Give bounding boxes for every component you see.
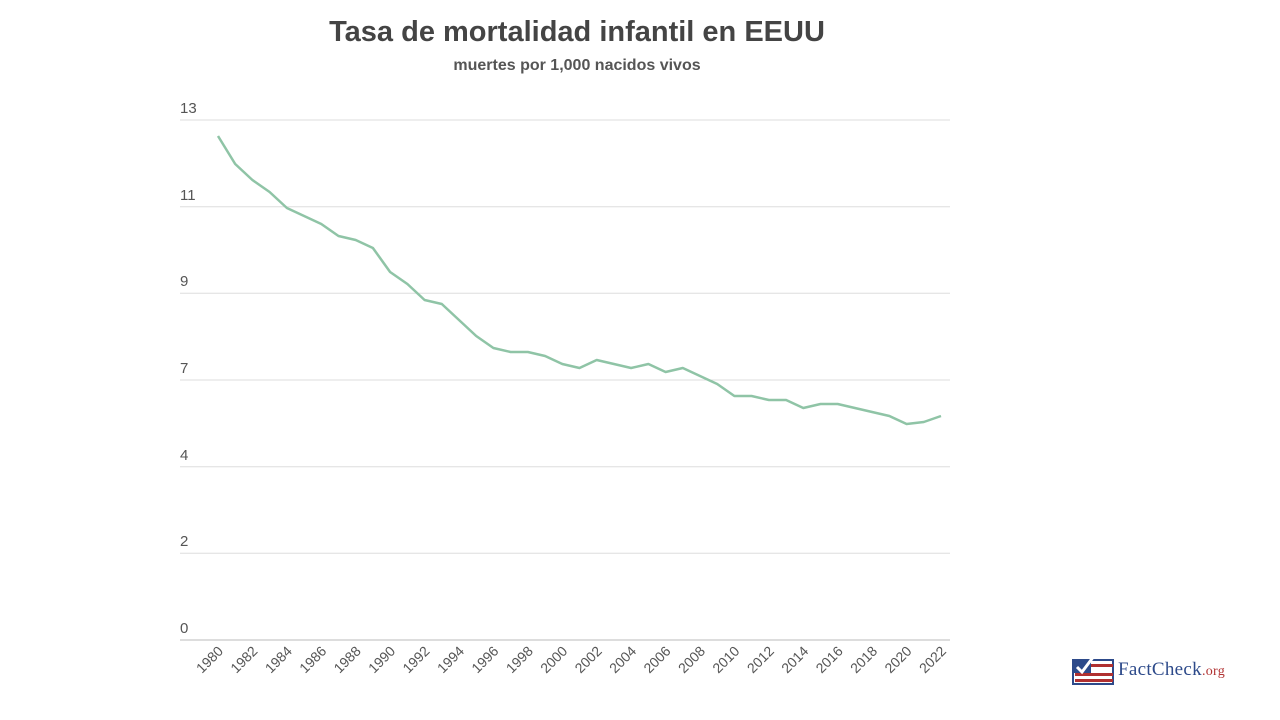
y-tick-label: 11 bbox=[180, 187, 196, 204]
x-tick-label: 2004 bbox=[606, 643, 639, 676]
y-tick-label: 0 bbox=[180, 620, 188, 637]
x-tick-label: 1998 bbox=[503, 643, 536, 676]
chart-title: Tasa de mortalidad infantil en EEUU bbox=[329, 16, 825, 48]
x-tick-label: 2018 bbox=[847, 643, 880, 676]
x-tick-label: 1988 bbox=[330, 643, 363, 676]
chart-subtitle: muertes por 1,000 nacidos vivos bbox=[453, 57, 701, 74]
x-tick-label: 2008 bbox=[675, 643, 708, 676]
x-tick-label: 2012 bbox=[744, 643, 777, 676]
x-tick-label: 1992 bbox=[399, 643, 432, 676]
x-tick-label: 2016 bbox=[812, 643, 845, 676]
x-tick-label: 1996 bbox=[468, 643, 501, 676]
x-tick-label: 2002 bbox=[571, 643, 604, 676]
x-tick-label: 2006 bbox=[640, 643, 673, 676]
x-tick-label: 2020 bbox=[881, 643, 914, 676]
factcheck-logo: FactCheck.org bbox=[1072, 655, 1225, 685]
y-tick-label: 9 bbox=[180, 273, 188, 290]
x-tick-label: 1986 bbox=[296, 643, 329, 676]
y-tick-label: 2 bbox=[180, 533, 188, 550]
y-tick-label: 4 bbox=[180, 447, 188, 464]
x-tick-label: 2010 bbox=[709, 643, 742, 676]
x-tick-label: 2000 bbox=[537, 643, 570, 676]
x-tick-label: 1982 bbox=[227, 643, 260, 676]
data-line bbox=[216, 135, 942, 426]
x-tick-label: 2022 bbox=[916, 643, 949, 676]
y-tick-label: 7 bbox=[180, 360, 188, 377]
x-tick-label: 1994 bbox=[434, 643, 467, 676]
y-tick-label: 13 bbox=[180, 100, 197, 117]
x-tick-label: 1990 bbox=[365, 643, 398, 676]
logo-text: FactCheck.org bbox=[1118, 659, 1226, 680]
x-tick-label: 1980 bbox=[193, 643, 226, 676]
x-tick-label: 2014 bbox=[778, 643, 811, 676]
flag-check-icon bbox=[1072, 655, 1114, 685]
x-tick-label: 1984 bbox=[262, 643, 295, 676]
